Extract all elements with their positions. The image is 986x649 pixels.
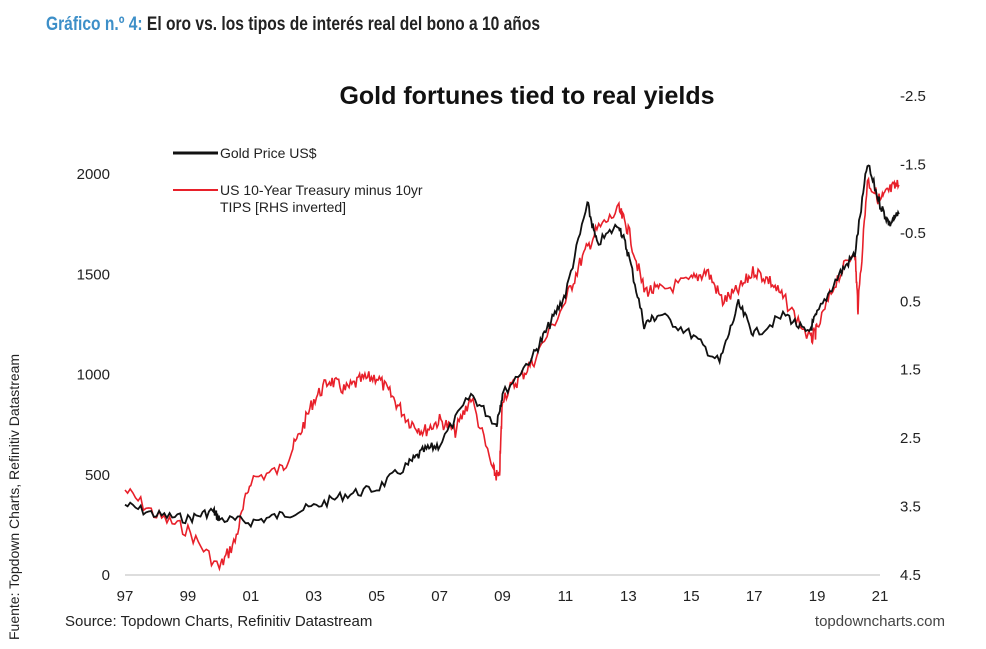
legend-label-real-yield: US 10-Year Treasury minus 10yr TIPS [RHS …: [220, 182, 423, 215]
x-tick-label: 07: [431, 588, 448, 605]
x-tick-label: 05: [368, 588, 385, 605]
legend-label-gold: Gold Price US$: [220, 145, 317, 161]
x-tick-label: 09: [494, 588, 511, 605]
x-tick-label: 01: [242, 588, 259, 605]
figure-number: Gráfico n.º 4:: [46, 14, 143, 35]
figure-caption: El oro vs. los tipos de interés real del…: [146, 14, 541, 35]
source-note: Source: Topdown Charts, Refinitiv Datast…: [65, 613, 372, 630]
y-right-tick-label: -0.5: [900, 225, 926, 242]
x-tick-label: 19: [809, 588, 826, 605]
x-tick-label: 97: [117, 588, 134, 605]
y-right-tick-label: 0.5: [900, 293, 921, 310]
x-tick-label: 11: [558, 588, 574, 605]
y-right-tick-label: -2.5: [900, 88, 926, 105]
y-right-tick-label: 2.5: [900, 430, 921, 447]
y-right-tick-label: 4.5: [900, 567, 921, 584]
figure-heading: Gráfico n.º 4: El oro vs. los tipos de i…: [46, 14, 540, 36]
x-tick-label: 15: [683, 588, 700, 605]
y-left-tick-label: 2000: [77, 166, 110, 183]
y-left-tick-label: 1000: [77, 367, 110, 384]
x-tick-label: 21: [872, 588, 889, 605]
y-left-tick-label: 1500: [77, 266, 110, 283]
series-line-gold: [124, 164, 900, 529]
y-right-tick-label: -1.5: [900, 156, 926, 173]
y-left-tick-label: 0: [102, 567, 110, 584]
y-left-tick-label: 500: [85, 467, 110, 484]
x-tick-label: 13: [620, 588, 637, 605]
chart-title: Gold fortunes tied to real yields: [339, 82, 714, 110]
series-line-real-yield: [124, 176, 900, 572]
x-tick-label: 17: [746, 588, 763, 605]
y-right-tick-label: 1.5: [900, 362, 921, 379]
x-tick-label: 03: [305, 588, 322, 605]
watermark: topdowncharts.com: [815, 613, 945, 630]
x-tick-label: 99: [180, 588, 197, 605]
y-right-tick-label: 3.5: [900, 499, 921, 516]
